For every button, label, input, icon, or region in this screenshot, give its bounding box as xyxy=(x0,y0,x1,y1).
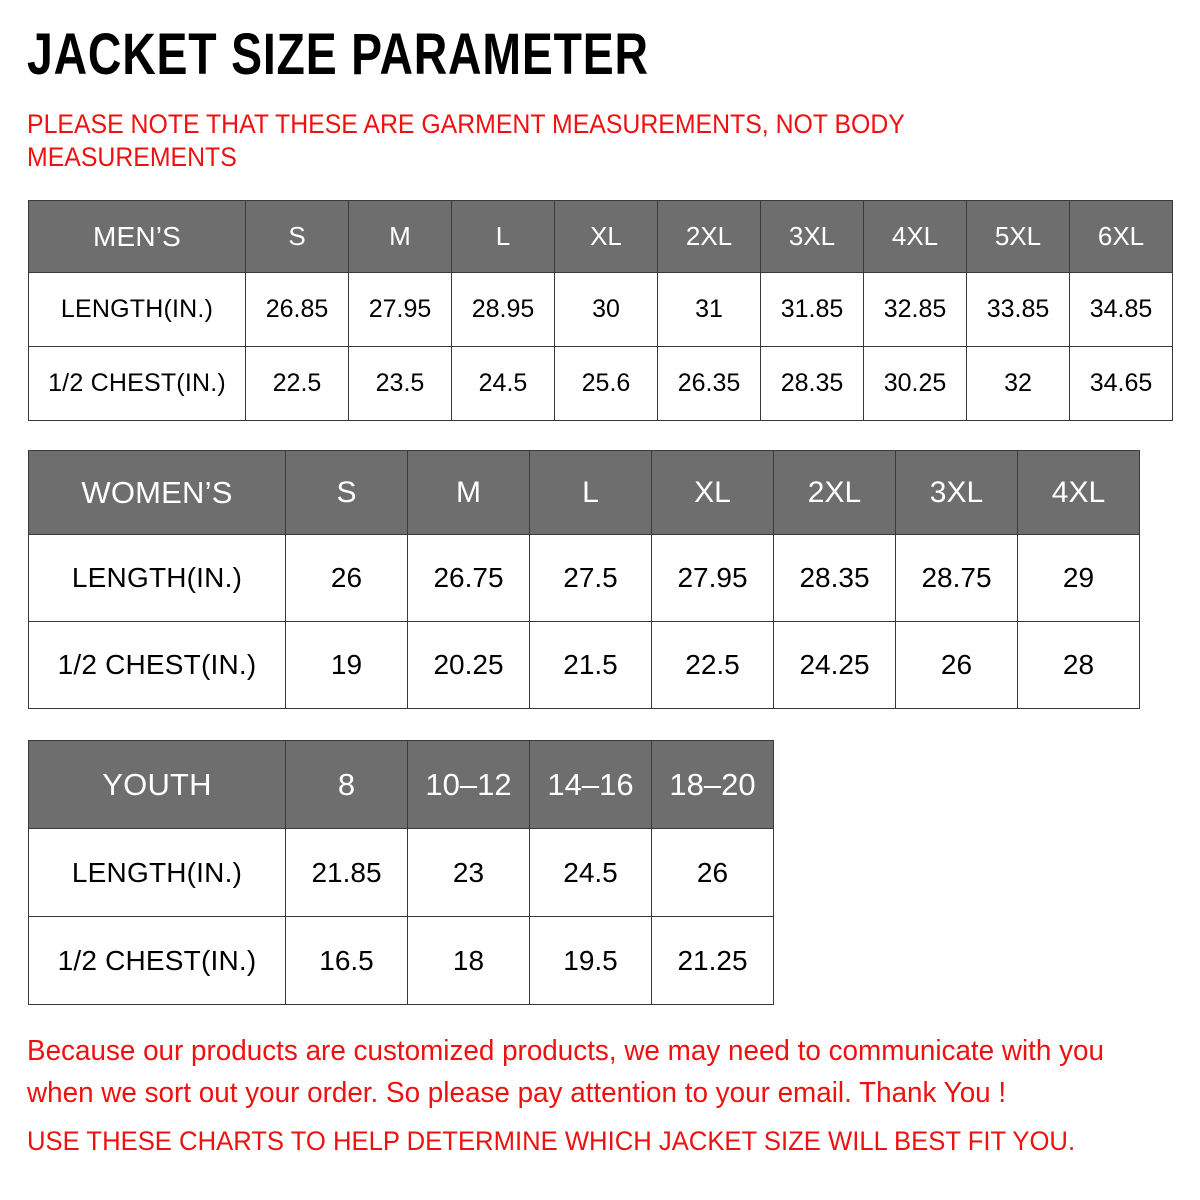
womens-col-4xl: 4XL xyxy=(1017,450,1140,535)
table-cell: 26 xyxy=(895,621,1018,709)
table-row: 1/2 CHEST(IN.) 22.5 23.5 24.5 25.6 26.35… xyxy=(28,346,1173,421)
customization-note: Because our products are customized prod… xyxy=(27,1035,1105,1109)
table-cell: 34.85 xyxy=(1069,272,1173,347)
table-cell: 21.5 xyxy=(529,621,652,709)
table-cell: 28 xyxy=(1017,621,1140,709)
table-cell: 19.5 xyxy=(529,916,652,1005)
table-cell: 28.75 xyxy=(895,534,1018,622)
table-cell: 20.25 xyxy=(407,621,530,709)
table-cell: 31.85 xyxy=(760,272,864,347)
table-row: 1/2 CHEST(IN.) 19 20.25 21.5 22.5 24.25 … xyxy=(28,621,1140,709)
table-cell: 34.65 xyxy=(1069,346,1173,421)
table-cell: 26.35 xyxy=(657,346,761,421)
mens-col-s: S xyxy=(245,200,349,273)
mens-length-label: LENGTH(IN.) xyxy=(28,272,246,347)
womens-size-table: WOMEN’S S M L XL 2XL 3XL 4XL LENGTH(IN.)… xyxy=(28,450,1140,709)
womens-table-header-row: WOMEN’S S M L XL 2XL 3XL 4XL xyxy=(28,450,1140,535)
womens-length-label: LENGTH(IN.) xyxy=(28,534,286,622)
mens-col-4xl: 4XL xyxy=(863,200,967,273)
womens-col-m: M xyxy=(407,450,530,535)
table-cell: 26.85 xyxy=(245,272,349,347)
table-cell: 26 xyxy=(285,534,408,622)
table-cell: 26.75 xyxy=(407,534,530,622)
page-title: JACKET SIZE PARAMETER xyxy=(27,22,649,87)
table-cell: 29 xyxy=(1017,534,1140,622)
youth-col-10-12: 10–12 xyxy=(407,740,530,829)
table-cell: 24.5 xyxy=(451,346,555,421)
table-cell: 23.5 xyxy=(348,346,452,421)
mens-chest-label: 1/2 CHEST(IN.) xyxy=(28,346,246,421)
table-row: LENGTH(IN.) 26 26.75 27.5 27.95 28.35 28… xyxy=(28,534,1140,622)
table-cell: 24.5 xyxy=(529,828,652,917)
table-cell: 16.5 xyxy=(285,916,408,1005)
mens-col-5xl: 5XL xyxy=(966,200,1070,273)
table-row: 1/2 CHEST(IN.) 16.5 18 19.5 21.25 xyxy=(28,916,774,1005)
womens-col-xl: XL xyxy=(651,450,774,535)
table-cell: 27.5 xyxy=(529,534,652,622)
table-row: LENGTH(IN.) 21.85 23 24.5 26 xyxy=(28,828,774,917)
table-cell: 32.85 xyxy=(863,272,967,347)
table-cell: 19 xyxy=(285,621,408,709)
chart-usage-note: USE THESE CHARTS TO HELP DETERMINE WHICH… xyxy=(27,1126,1076,1156)
table-cell: 18 xyxy=(407,916,530,1005)
table-cell: 27.95 xyxy=(348,272,452,347)
table-cell: 25.6 xyxy=(554,346,658,421)
table-cell: 22.5 xyxy=(245,346,349,421)
garment-measurement-note: PLEASE NOTE THAT THESE ARE GARMENT MEASU… xyxy=(27,109,905,172)
womens-chest-label: 1/2 CHEST(IN.) xyxy=(28,621,286,709)
mens-size-table: MEN’S S M L XL 2XL 3XL 4XL 5XL 6XL LENGT… xyxy=(28,200,1173,421)
table-cell: 28.35 xyxy=(760,346,864,421)
table-cell: 31 xyxy=(657,272,761,347)
mens-table-header-row: MEN’S S M L XL 2XL 3XL 4XL 5XL 6XL xyxy=(28,200,1173,273)
mens-col-m: M xyxy=(348,200,452,273)
mens-table-title: MEN’S xyxy=(28,200,246,273)
table-cell: 23 xyxy=(407,828,530,917)
table-cell: 21.85 xyxy=(285,828,408,917)
mens-col-2xl: 2XL xyxy=(657,200,761,273)
youth-col-8: 8 xyxy=(285,740,408,829)
table-row: LENGTH(IN.) 26.85 27.95 28.95 30 31 31.8… xyxy=(28,272,1173,347)
mens-col-6xl: 6XL xyxy=(1069,200,1173,273)
youth-table-title: YOUTH xyxy=(28,740,286,829)
youth-size-table: YOUTH 8 10–12 14–16 18–20 LENGTH(IN.) 21… xyxy=(28,740,774,1005)
table-cell: 26 xyxy=(651,828,774,917)
mens-col-3xl: 3XL xyxy=(760,200,864,273)
womens-col-s: S xyxy=(285,450,408,535)
table-cell: 33.85 xyxy=(966,272,1070,347)
womens-col-2xl: 2XL xyxy=(773,450,896,535)
table-cell: 30 xyxy=(554,272,658,347)
mens-col-l: L xyxy=(451,200,555,273)
youth-chest-label: 1/2 CHEST(IN.) xyxy=(28,916,286,1005)
youth-col-14-16: 14–16 xyxy=(529,740,652,829)
table-cell: 24.25 xyxy=(773,621,896,709)
womens-col-l: L xyxy=(529,450,652,535)
womens-col-3xl: 3XL xyxy=(895,450,1018,535)
table-cell: 27.95 xyxy=(651,534,774,622)
youth-length-label: LENGTH(IN.) xyxy=(28,828,286,917)
table-cell: 32 xyxy=(966,346,1070,421)
table-cell: 30.25 xyxy=(863,346,967,421)
table-cell: 22.5 xyxy=(651,621,774,709)
table-cell: 28.95 xyxy=(451,272,555,347)
youth-col-18-20: 18–20 xyxy=(651,740,774,829)
womens-table-title: WOMEN’S xyxy=(28,450,286,535)
table-cell: 21.25 xyxy=(651,916,774,1005)
youth-table-header-row: YOUTH 8 10–12 14–16 18–20 xyxy=(28,740,774,829)
mens-col-xl: XL xyxy=(554,200,658,273)
table-cell: 28.35 xyxy=(773,534,896,622)
